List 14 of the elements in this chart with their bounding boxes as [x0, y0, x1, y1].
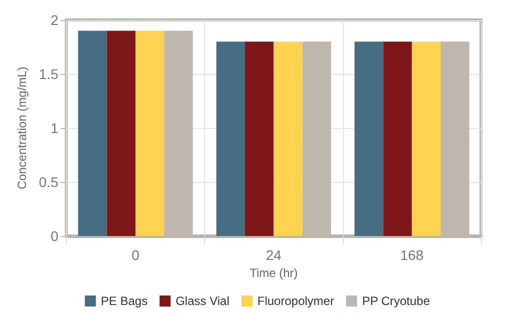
x-tick-label: 0 — [132, 247, 140, 263]
x-axis-title: Time (hr) — [250, 266, 298, 280]
legend-label: PP Cryotube — [362, 294, 430, 308]
legend-label: PE Bags — [100, 294, 148, 308]
y-axis-title: Concentration (mg/mL) — [15, 66, 29, 190]
legend-label: Glass Vial — [176, 294, 230, 308]
y-tick-label: 2 — [50, 12, 59, 28]
x-tick-label: 24 — [266, 247, 282, 263]
y-tick-label: 1 — [50, 120, 59, 136]
x-tick-label: 168 — [400, 247, 424, 263]
y-tick-label: 1.5 — [38, 66, 59, 82]
y-tick-label: 0.5 — [38, 174, 59, 190]
legend-label: Fluoropolymer — [257, 294, 334, 308]
y-tick-label: 0 — [50, 228, 59, 244]
